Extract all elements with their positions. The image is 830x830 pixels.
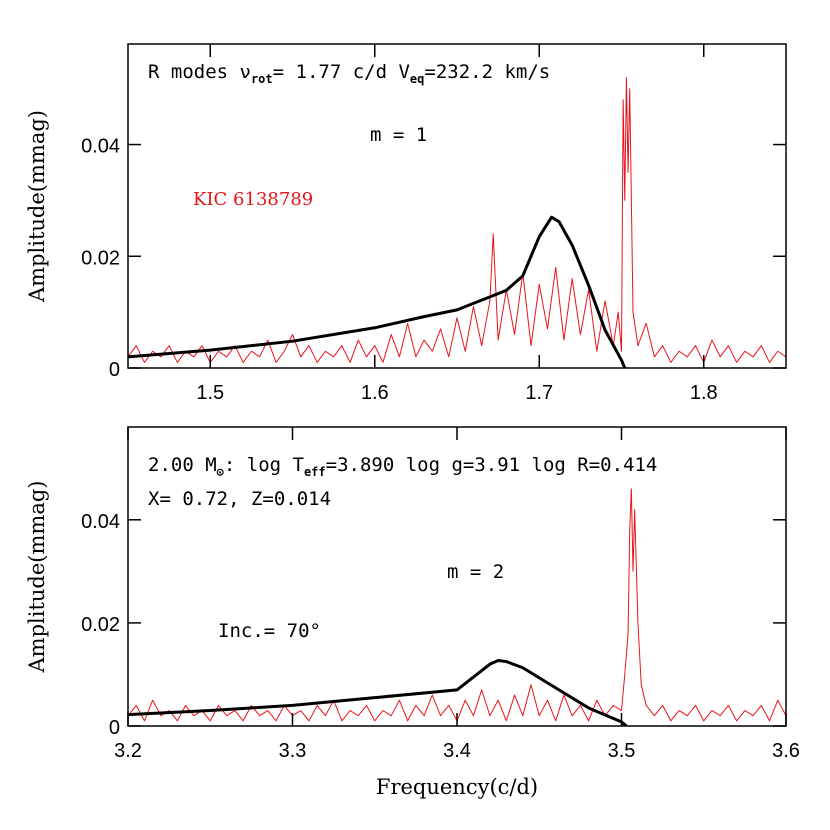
x-tick-label: 1.8 — [690, 382, 718, 404]
x-axis-label: Frequency(c/d) — [376, 775, 538, 799]
y-tick-label: 0.02 — [81, 614, 120, 636]
x-tick-label: 3.3 — [279, 740, 307, 762]
annotation-subscript: rot — [251, 72, 273, 86]
annotation-subscript: eq — [410, 72, 424, 86]
data-line — [128, 215, 627, 368]
y-tick-label: 0.04 — [81, 511, 120, 533]
data-line — [128, 77, 786, 363]
y-axis-label: Amplitude(mmag) — [25, 110, 49, 303]
annotation: m = 1 — [370, 124, 427, 146]
plot-frame — [127, 43, 787, 369]
x-tick-label: 3.6 — [772, 740, 800, 762]
annotation: KIC 6138789 — [193, 189, 313, 210]
x-tick-label: 1.6 — [361, 382, 389, 404]
annotation-part: =232.2 km/s — [424, 61, 550, 83]
annotation-part: =3.890 log g=3.91 log R=0.414 — [326, 454, 658, 476]
data-line — [128, 488, 786, 722]
y-tick-label: 0 — [109, 359, 120, 381]
annotation: m = 2 — [447, 561, 504, 583]
annotation-part: = 1.77 c/d V — [273, 61, 410, 83]
annotation: Inc.= 70° — [218, 620, 321, 642]
y-tick-label: 0.04 — [81, 136, 120, 158]
annotation-part: R modes ν — [148, 61, 251, 83]
x-tick-label: 3.5 — [608, 740, 636, 762]
x-tick-label: 3.4 — [443, 740, 471, 762]
data-line — [128, 659, 628, 726]
annotation-subscript: eff — [304, 465, 326, 479]
annotation-part: : log T — [224, 454, 304, 476]
annotation: 2.00 M⊙: log Teff=3.890 log g=3.91 log R… — [148, 454, 657, 479]
annotation-part: 2.00 M — [148, 454, 217, 476]
annotation-subscript: ⊙ — [217, 465, 225, 479]
x-tick-label: 1.7 — [525, 382, 553, 404]
y-axis-label: Amplitude(mmag) — [25, 481, 49, 674]
y-tick-label: 0 — [109, 717, 120, 739]
annotation: R modes νrot= 1.77 c/d Veq=232.2 km/s — [148, 61, 550, 86]
x-tick-label: 3.2 — [114, 740, 142, 762]
annotation: X= 0.72, Z=0.014 — [148, 488, 331, 510]
y-tick-label: 0.02 — [81, 247, 120, 269]
x-tick-label: 1.5 — [196, 382, 224, 404]
